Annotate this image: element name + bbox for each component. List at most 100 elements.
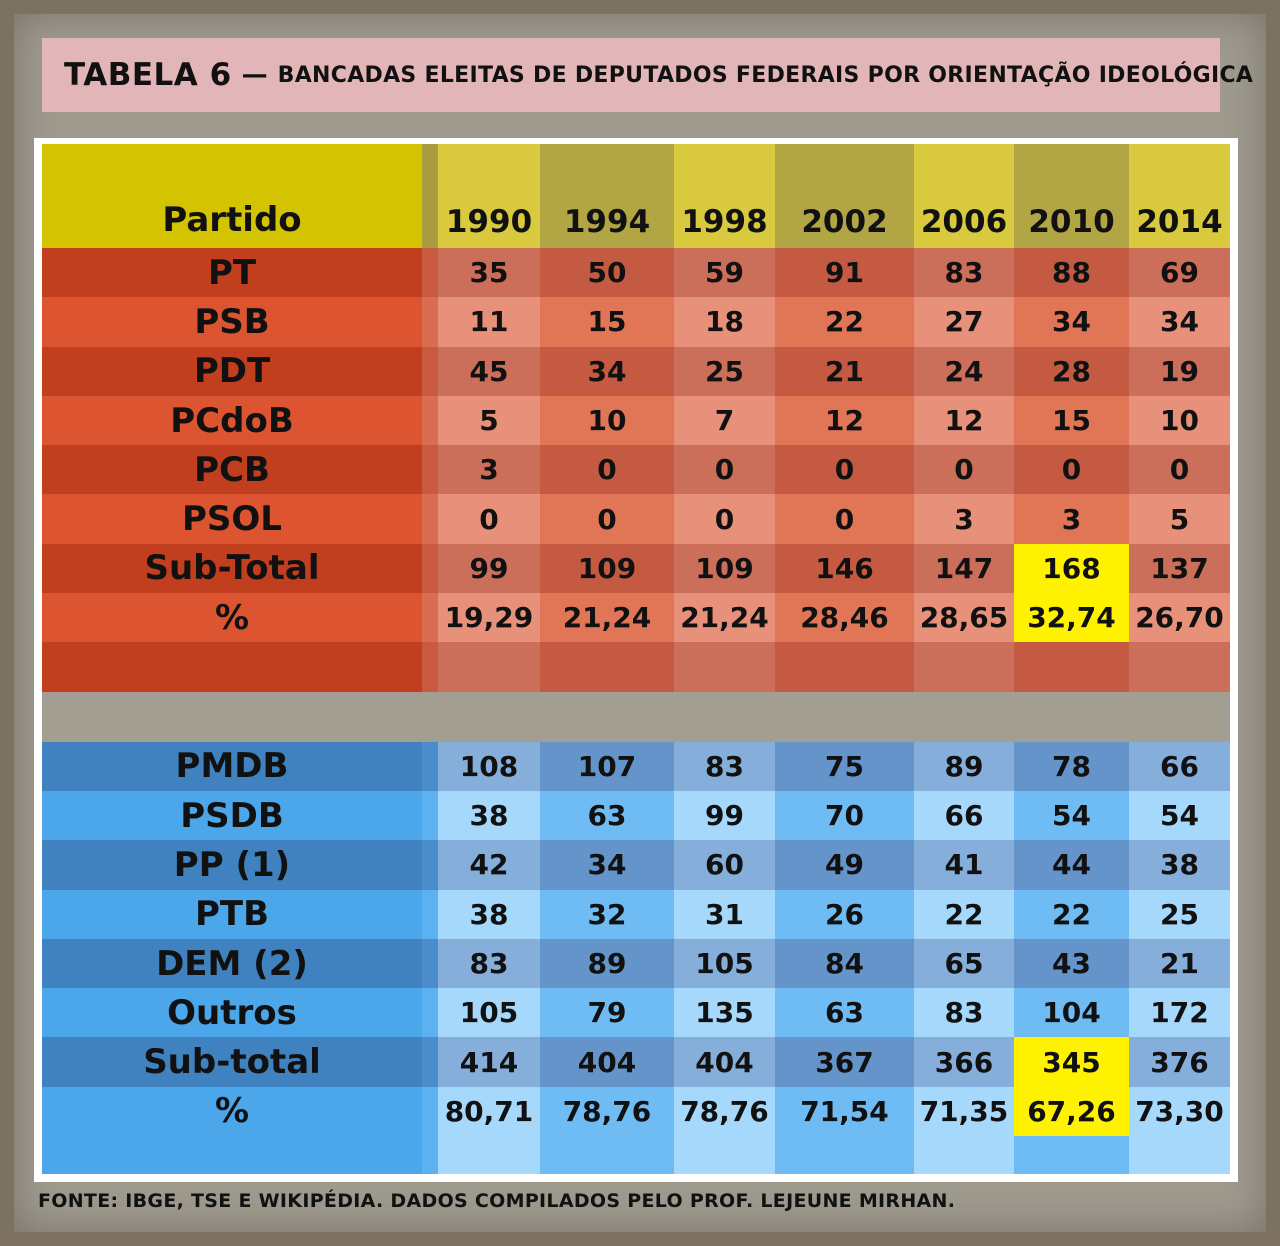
header-year: 2014 — [1129, 144, 1230, 248]
value-cell: 21 — [1129, 938, 1230, 989]
value-cell: 21,24 — [674, 593, 775, 643]
value-cell: 71,54 — [775, 1086, 914, 1137]
value-cell: 91 — [775, 248, 914, 298]
value-cell: 0 — [914, 445, 1014, 495]
value-cell: 88 — [1014, 248, 1129, 298]
gap-cell — [422, 691, 438, 742]
value-cell: 34 — [540, 840, 674, 890]
row-separator — [422, 593, 438, 643]
row-separator — [422, 494, 438, 544]
value-cell: 99 — [674, 790, 775, 841]
value-cell — [1129, 642, 1230, 692]
value-cell: 54 — [1014, 790, 1129, 841]
row-separator — [422, 889, 438, 939]
value-cell: 83 — [914, 988, 1014, 1038]
value-cell: 34 — [540, 346, 674, 396]
value-cell: 63 — [540, 790, 674, 841]
value-cell: 11 — [438, 297, 540, 347]
value-cell: 104 — [1014, 988, 1129, 1038]
value-cell: 54 — [1129, 790, 1230, 841]
value-cell: 367 — [775, 1037, 914, 1087]
value-cell: 66 — [914, 790, 1014, 841]
value-cell: 67,26 — [1014, 1086, 1129, 1137]
header-party: Partido — [42, 144, 422, 248]
value-cell: 25 — [1129, 889, 1230, 939]
party-name: % — [42, 593, 422, 643]
party-name: PT — [42, 248, 422, 298]
party-name: Sub-total — [42, 1037, 422, 1087]
value-cell: 3 — [438, 445, 540, 495]
value-cell: 404 — [540, 1037, 674, 1087]
party-name: DEM (2) — [42, 938, 422, 989]
row-separator — [422, 840, 438, 890]
header-year: 2010 — [1014, 144, 1129, 248]
tail-cell — [42, 1136, 422, 1175]
value-cell: 21 — [775, 346, 914, 396]
party-name: PSB — [42, 297, 422, 347]
gap-cell — [1014, 691, 1129, 742]
value-cell: 105 — [438, 988, 540, 1038]
row-separator — [422, 445, 438, 495]
value-cell: 24 — [914, 346, 1014, 396]
row-separator — [422, 346, 438, 396]
value-cell — [540, 642, 674, 692]
value-cell: 78,76 — [674, 1086, 775, 1137]
header-year: 2006 — [914, 144, 1014, 248]
value-cell: 26,70 — [1129, 593, 1230, 643]
value-cell: 22 — [775, 297, 914, 347]
tail-cell — [914, 1136, 1014, 1175]
value-cell: 38 — [1129, 840, 1230, 890]
value-cell: 109 — [674, 543, 775, 594]
header-separator — [422, 144, 438, 248]
title-subtitle: BANCADAS ELEITAS DE DEPUTADOS FEDERAIS P… — [277, 62, 1254, 88]
title-dash: — — [241, 60, 268, 90]
party-name: PCB — [42, 445, 422, 495]
value-cell: 5 — [1129, 494, 1230, 544]
value-cell: 63 — [775, 988, 914, 1038]
value-cell: 3 — [914, 494, 1014, 544]
value-cell: 60 — [674, 840, 775, 890]
party-name: % — [42, 1086, 422, 1137]
tail-cell — [1129, 1136, 1230, 1175]
party-name: PSDB — [42, 790, 422, 841]
value-cell: 32,74 — [1014, 593, 1129, 643]
header-year: 1998 — [674, 144, 775, 248]
row-separator — [422, 741, 438, 791]
data-table: Partido 1990 1994 1998 2002 2006 2010 20… — [34, 138, 1238, 1182]
tail-cell — [540, 1136, 674, 1175]
value-cell: 34 — [1129, 297, 1230, 347]
value-cell: 0 — [674, 445, 775, 495]
value-cell: 28 — [1014, 346, 1129, 396]
value-cell: 19 — [1129, 346, 1230, 396]
value-cell: 22 — [1014, 889, 1129, 939]
value-cell: 73,30 — [1129, 1086, 1230, 1137]
value-cell: 99 — [438, 543, 540, 594]
row-separator — [422, 543, 438, 594]
party-name: Sub-Total — [42, 543, 422, 594]
party-name: PTB — [42, 889, 422, 939]
value-cell: 168 — [1014, 543, 1129, 594]
party-name — [42, 642, 422, 692]
value-cell: 376 — [1129, 1037, 1230, 1087]
party-name: PCdoB — [42, 395, 422, 446]
gap-cell — [540, 691, 674, 742]
value-cell: 0 — [540, 445, 674, 495]
value-cell: 45 — [438, 346, 540, 396]
value-cell: 137 — [1129, 543, 1230, 594]
value-cell: 89 — [540, 938, 674, 989]
value-cell: 0 — [775, 494, 914, 544]
value-cell: 83 — [674, 741, 775, 791]
gap-cell — [42, 691, 422, 742]
value-cell: 28,65 — [914, 593, 1014, 643]
value-cell: 0 — [1129, 445, 1230, 495]
tail-cell — [775, 1136, 914, 1175]
value-cell — [438, 642, 540, 692]
gap-cell — [914, 691, 1014, 742]
value-cell: 147 — [914, 543, 1014, 594]
tail-cell — [674, 1136, 775, 1175]
header-year: 1994 — [540, 144, 674, 248]
value-cell: 107 — [540, 741, 674, 791]
tail-cell — [422, 1136, 438, 1175]
value-cell: 79 — [540, 988, 674, 1038]
value-cell: 28,46 — [775, 593, 914, 643]
